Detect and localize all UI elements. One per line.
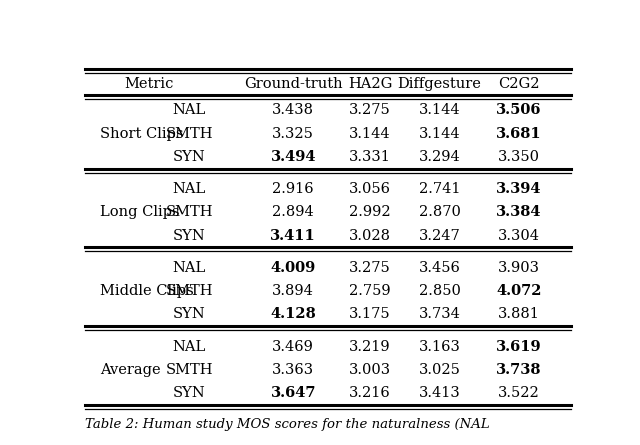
Text: 3.350: 3.350 — [498, 150, 540, 164]
Text: 3.144: 3.144 — [419, 103, 460, 117]
Text: SMTH: SMTH — [165, 363, 213, 377]
Text: 2.870: 2.870 — [419, 206, 461, 219]
Text: NAL: NAL — [173, 182, 205, 196]
Text: Ground-truth: Ground-truth — [244, 77, 342, 91]
Text: 2.759: 2.759 — [349, 284, 391, 298]
Text: 4.009: 4.009 — [271, 261, 316, 275]
Text: SMTH: SMTH — [165, 206, 213, 219]
Text: C2G2: C2G2 — [498, 77, 540, 91]
Text: 3.003: 3.003 — [349, 363, 391, 377]
Text: 3.304: 3.304 — [498, 229, 540, 243]
Text: 4.072: 4.072 — [496, 284, 541, 298]
Text: 3.506: 3.506 — [496, 103, 541, 117]
Text: 3.275: 3.275 — [349, 103, 391, 117]
Text: 3.216: 3.216 — [349, 386, 391, 400]
Text: 3.438: 3.438 — [272, 103, 314, 117]
Text: 3.456: 3.456 — [419, 261, 461, 275]
Text: 3.522: 3.522 — [498, 386, 540, 400]
Text: 3.681: 3.681 — [496, 126, 542, 141]
Text: 3.411: 3.411 — [271, 229, 316, 243]
Text: NAL: NAL — [173, 261, 205, 275]
Text: 2.916: 2.916 — [273, 182, 314, 196]
Text: 3.738: 3.738 — [496, 363, 541, 377]
Text: 3.175: 3.175 — [349, 307, 391, 321]
Text: Middle Clips: Middle Clips — [100, 284, 193, 298]
Text: 3.384: 3.384 — [496, 206, 541, 219]
Text: Metric: Metric — [125, 77, 174, 91]
Text: SMTH: SMTH — [165, 126, 213, 141]
Text: 3.647: 3.647 — [271, 386, 316, 400]
Text: 2.741: 2.741 — [419, 182, 460, 196]
Text: 3.275: 3.275 — [349, 261, 391, 275]
Text: 3.894: 3.894 — [273, 284, 314, 298]
Text: 3.325: 3.325 — [273, 126, 314, 141]
Text: 3.881: 3.881 — [498, 307, 540, 321]
Text: 3.331: 3.331 — [349, 150, 391, 164]
Text: SYN: SYN — [173, 307, 205, 321]
Text: 3.294: 3.294 — [419, 150, 460, 164]
Text: 3.163: 3.163 — [419, 340, 461, 354]
Text: NAL: NAL — [173, 103, 205, 117]
Text: 3.025: 3.025 — [419, 363, 461, 377]
Text: 3.619: 3.619 — [496, 340, 542, 354]
Text: 3.144: 3.144 — [349, 126, 391, 141]
Text: 2.850: 2.850 — [419, 284, 461, 298]
Text: NAL: NAL — [173, 340, 205, 354]
Text: 3.903: 3.903 — [498, 261, 540, 275]
Text: 3.413: 3.413 — [419, 386, 460, 400]
Text: Diffgesture: Diffgesture — [397, 77, 481, 91]
Text: 3.219: 3.219 — [349, 340, 391, 354]
Text: 4.128: 4.128 — [271, 307, 316, 321]
Text: Long Clips: Long Clips — [100, 206, 179, 219]
Text: 3.394: 3.394 — [496, 182, 541, 196]
Text: 3.028: 3.028 — [349, 229, 391, 243]
Text: Short Clips: Short Clips — [100, 126, 183, 141]
Text: 3.247: 3.247 — [419, 229, 460, 243]
Text: Table 2: Human study MOS scores for the naturalness (NAL: Table 2: Human study MOS scores for the … — [85, 418, 490, 431]
Text: SYN: SYN — [173, 150, 205, 164]
Text: HA2G: HA2G — [348, 77, 392, 91]
Text: SYN: SYN — [173, 386, 205, 400]
Text: 2.894: 2.894 — [273, 206, 314, 219]
Text: 3.469: 3.469 — [273, 340, 314, 354]
Text: SYN: SYN — [173, 229, 205, 243]
Text: 2.992: 2.992 — [349, 206, 391, 219]
Text: 3.363: 3.363 — [272, 363, 314, 377]
Text: 3.056: 3.056 — [349, 182, 391, 196]
Text: Average: Average — [100, 363, 161, 377]
Text: 3.144: 3.144 — [419, 126, 460, 141]
Text: 3.494: 3.494 — [271, 150, 316, 164]
Text: SMTH: SMTH — [165, 284, 213, 298]
Text: 3.734: 3.734 — [419, 307, 461, 321]
